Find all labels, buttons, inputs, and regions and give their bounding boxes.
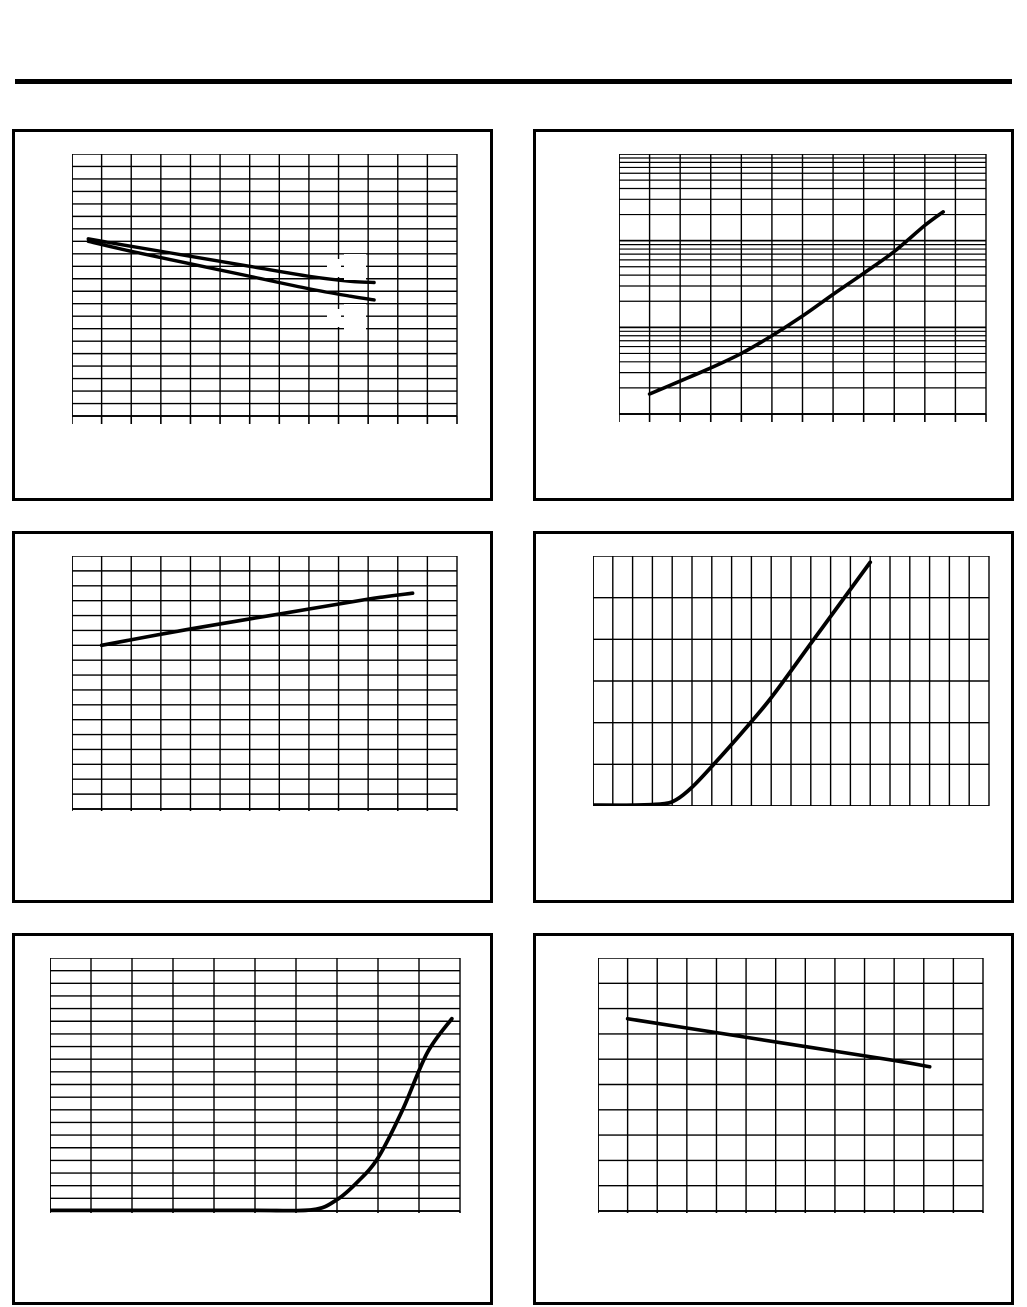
chart-panel-5 bbox=[12, 933, 493, 1305]
chart-1-label-gap-d bbox=[344, 304, 366, 330]
chart-2-plot bbox=[619, 154, 999, 442]
chart-2-curve bbox=[647, 210, 945, 396]
chart-4-curve bbox=[593, 560, 873, 806]
chart-1-grid bbox=[72, 154, 458, 424]
chart-6-svg bbox=[598, 958, 984, 1213]
chart-6-plot bbox=[598, 958, 988, 1213]
chart-5-curve bbox=[50, 1016, 454, 1213]
chart-5-plot bbox=[50, 958, 462, 1213]
chart-3-curve bbox=[99, 591, 415, 648]
chart-3-svg bbox=[72, 556, 458, 811]
chart-panel-2 bbox=[533, 129, 1014, 501]
chart-1-label-gap-a bbox=[327, 259, 341, 277]
chart-1-label-gap-b bbox=[344, 254, 366, 280]
chart-6-curve bbox=[625, 1016, 932, 1069]
chart-2-svg bbox=[619, 154, 987, 422]
header-rule bbox=[15, 79, 1012, 84]
chart-3-grid bbox=[72, 556, 458, 811]
chart-3-plot bbox=[72, 556, 472, 811]
chart-1-label-gap-c bbox=[327, 309, 341, 327]
chart-panel-6 bbox=[533, 933, 1014, 1305]
chart-1-curves bbox=[86, 237, 376, 302]
chart-6-curves bbox=[625, 1016, 932, 1069]
chart-4-grid bbox=[593, 556, 990, 806]
chart-1-plot bbox=[72, 154, 472, 444]
chart-4-plot bbox=[593, 556, 991, 806]
chart-1-curve-upper bbox=[86, 237, 376, 285]
chart-2-grid bbox=[619, 154, 987, 422]
chart-4-curves bbox=[593, 560, 873, 806]
chart-1-svg bbox=[72, 154, 458, 424]
chart-1-curve-lower bbox=[86, 239, 376, 302]
chart-5-curves bbox=[50, 1016, 454, 1213]
chart-4-svg bbox=[593, 556, 990, 806]
chart-6-grid bbox=[598, 958, 984, 1213]
chart-panel-3 bbox=[12, 531, 493, 903]
chart-5-svg bbox=[50, 958, 461, 1213]
chart-panel-4 bbox=[533, 531, 1014, 903]
chart-5-grid bbox=[50, 958, 461, 1213]
chart-2-curves bbox=[647, 210, 945, 396]
chart-3-curves bbox=[99, 591, 415, 648]
chart-panel-1 bbox=[12, 129, 493, 501]
